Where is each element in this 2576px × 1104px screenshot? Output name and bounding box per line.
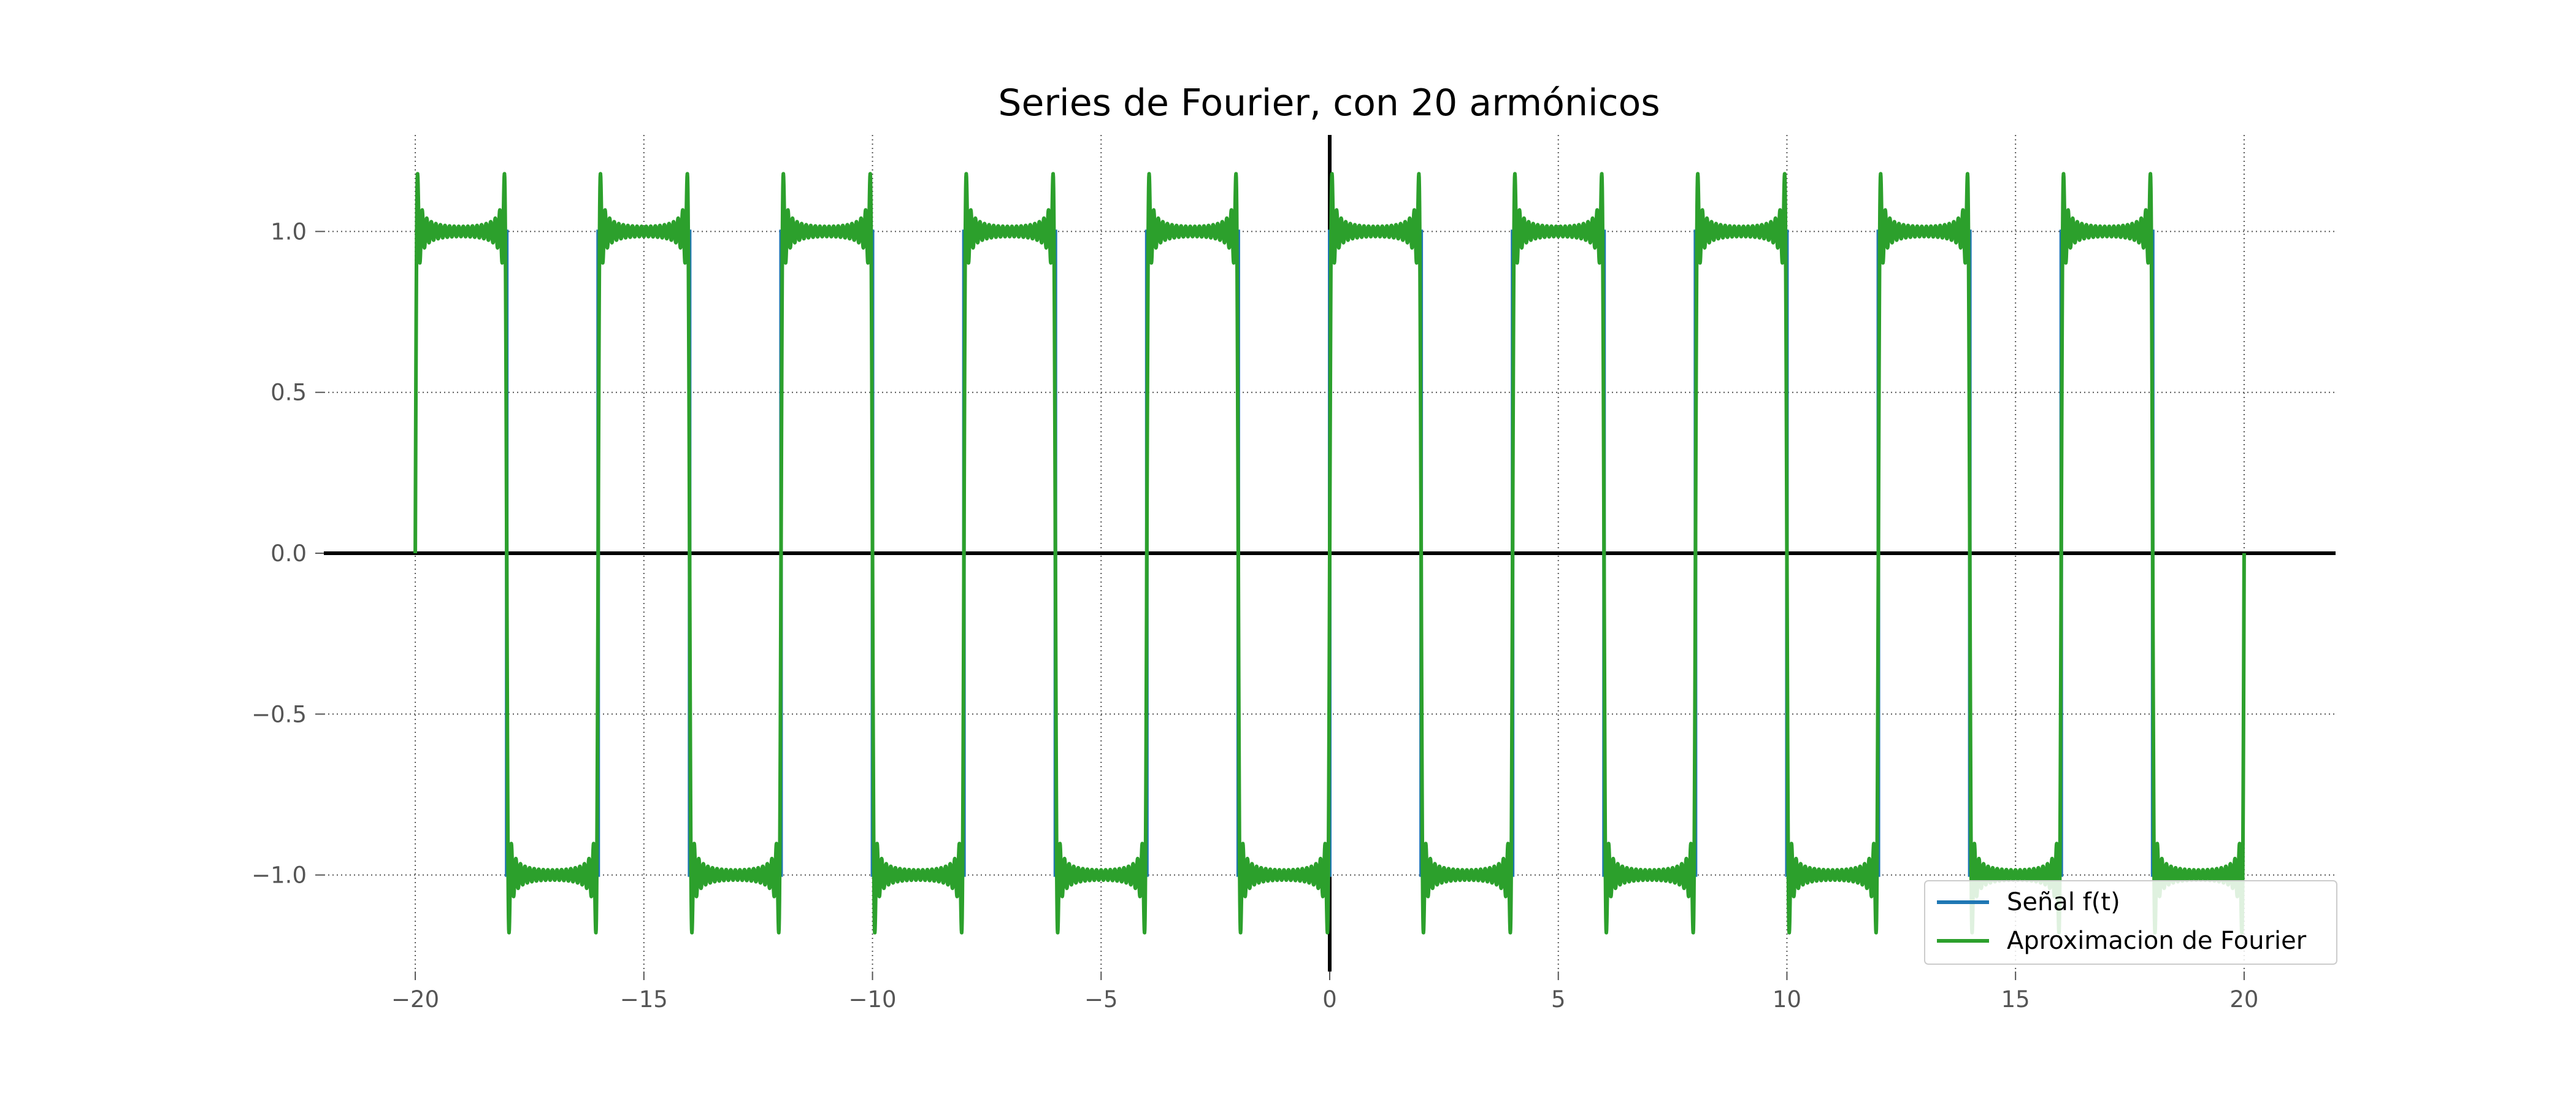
x-tick-label: 20 bbox=[2229, 986, 2258, 1013]
x-tick-label: −20 bbox=[391, 986, 439, 1013]
x-tick-label: 5 bbox=[1551, 986, 1566, 1013]
x-tick-label: 15 bbox=[2001, 986, 2030, 1013]
chart-title: Series de Fourier, con 20 armónicos bbox=[998, 82, 1660, 125]
series-line-aproximacion bbox=[415, 174, 2244, 932]
legend-label-aproximacion: Aproximacion de Fourier bbox=[2007, 927, 2307, 955]
series-lines bbox=[415, 174, 2244, 932]
x-tick-label: 0 bbox=[1322, 986, 1337, 1013]
legend-label-senal: Señal f(t) bbox=[2007, 888, 2120, 916]
x-tick-label: −5 bbox=[1084, 986, 1118, 1013]
x-tick-label: −15 bbox=[620, 986, 668, 1013]
x-tick-label: −10 bbox=[848, 986, 896, 1013]
x-tick-label: 10 bbox=[1773, 986, 1801, 1013]
legend: Señal f(t) Aproximacion de Fourier bbox=[1925, 881, 2337, 964]
y-tick-label: 1.0 bbox=[270, 218, 307, 245]
y-tick-label: 0.0 bbox=[270, 540, 307, 567]
y-tick-label: −0.5 bbox=[251, 701, 307, 727]
y-tick-label: 0.5 bbox=[270, 380, 307, 406]
y-tick-label: −1.0 bbox=[251, 862, 307, 889]
